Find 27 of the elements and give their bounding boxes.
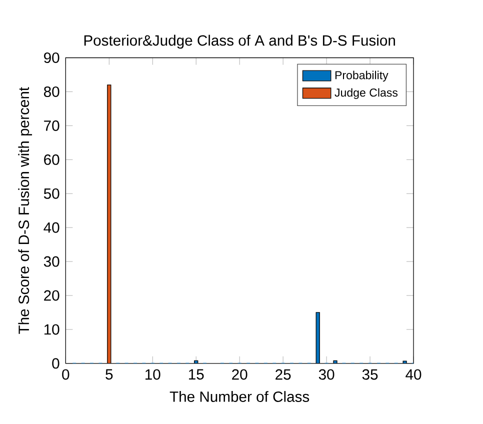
y-tick-label: 50 (44, 188, 60, 199)
bar (107, 84, 112, 364)
y-tick-label: 80 (44, 86, 60, 97)
bar (333, 360, 338, 364)
y-tick-label: 30 (44, 256, 60, 267)
x-tick-label: 15 (188, 369, 204, 380)
y-tick-label: 40 (44, 222, 60, 233)
x-tick-label: 5 (106, 369, 113, 380)
y-tick-label: 20 (44, 290, 60, 301)
x-tick-label: 10 (146, 369, 160, 380)
chart-title: Posterior&Judge Class of A and B's D-S Fusion (84, 34, 395, 48)
y-tick-label: 90 (44, 52, 60, 63)
x-tick-label: 40 (406, 369, 422, 380)
y-axis-title: The Score of D-S Fusion with percent (18, 86, 32, 334)
x-tick-label: 0 (62, 369, 70, 380)
bar (316, 312, 320, 364)
x-tick-label: 35 (362, 369, 378, 380)
x-tick-label: 25 (276, 369, 291, 380)
x-tick-label: 20 (232, 369, 248, 380)
y-tick-label: 0 (52, 358, 60, 368)
y-tick-label: 60 (44, 154, 60, 165)
legend-label: Probability (335, 70, 388, 82)
legend-label: Judge Class (334, 88, 398, 99)
x-axis-title: The Number of Class (170, 390, 310, 402)
x-tick-label: 30 (318, 369, 334, 380)
y-tick-label: 10 (44, 324, 60, 335)
y-tick-label: 70 (44, 120, 60, 131)
